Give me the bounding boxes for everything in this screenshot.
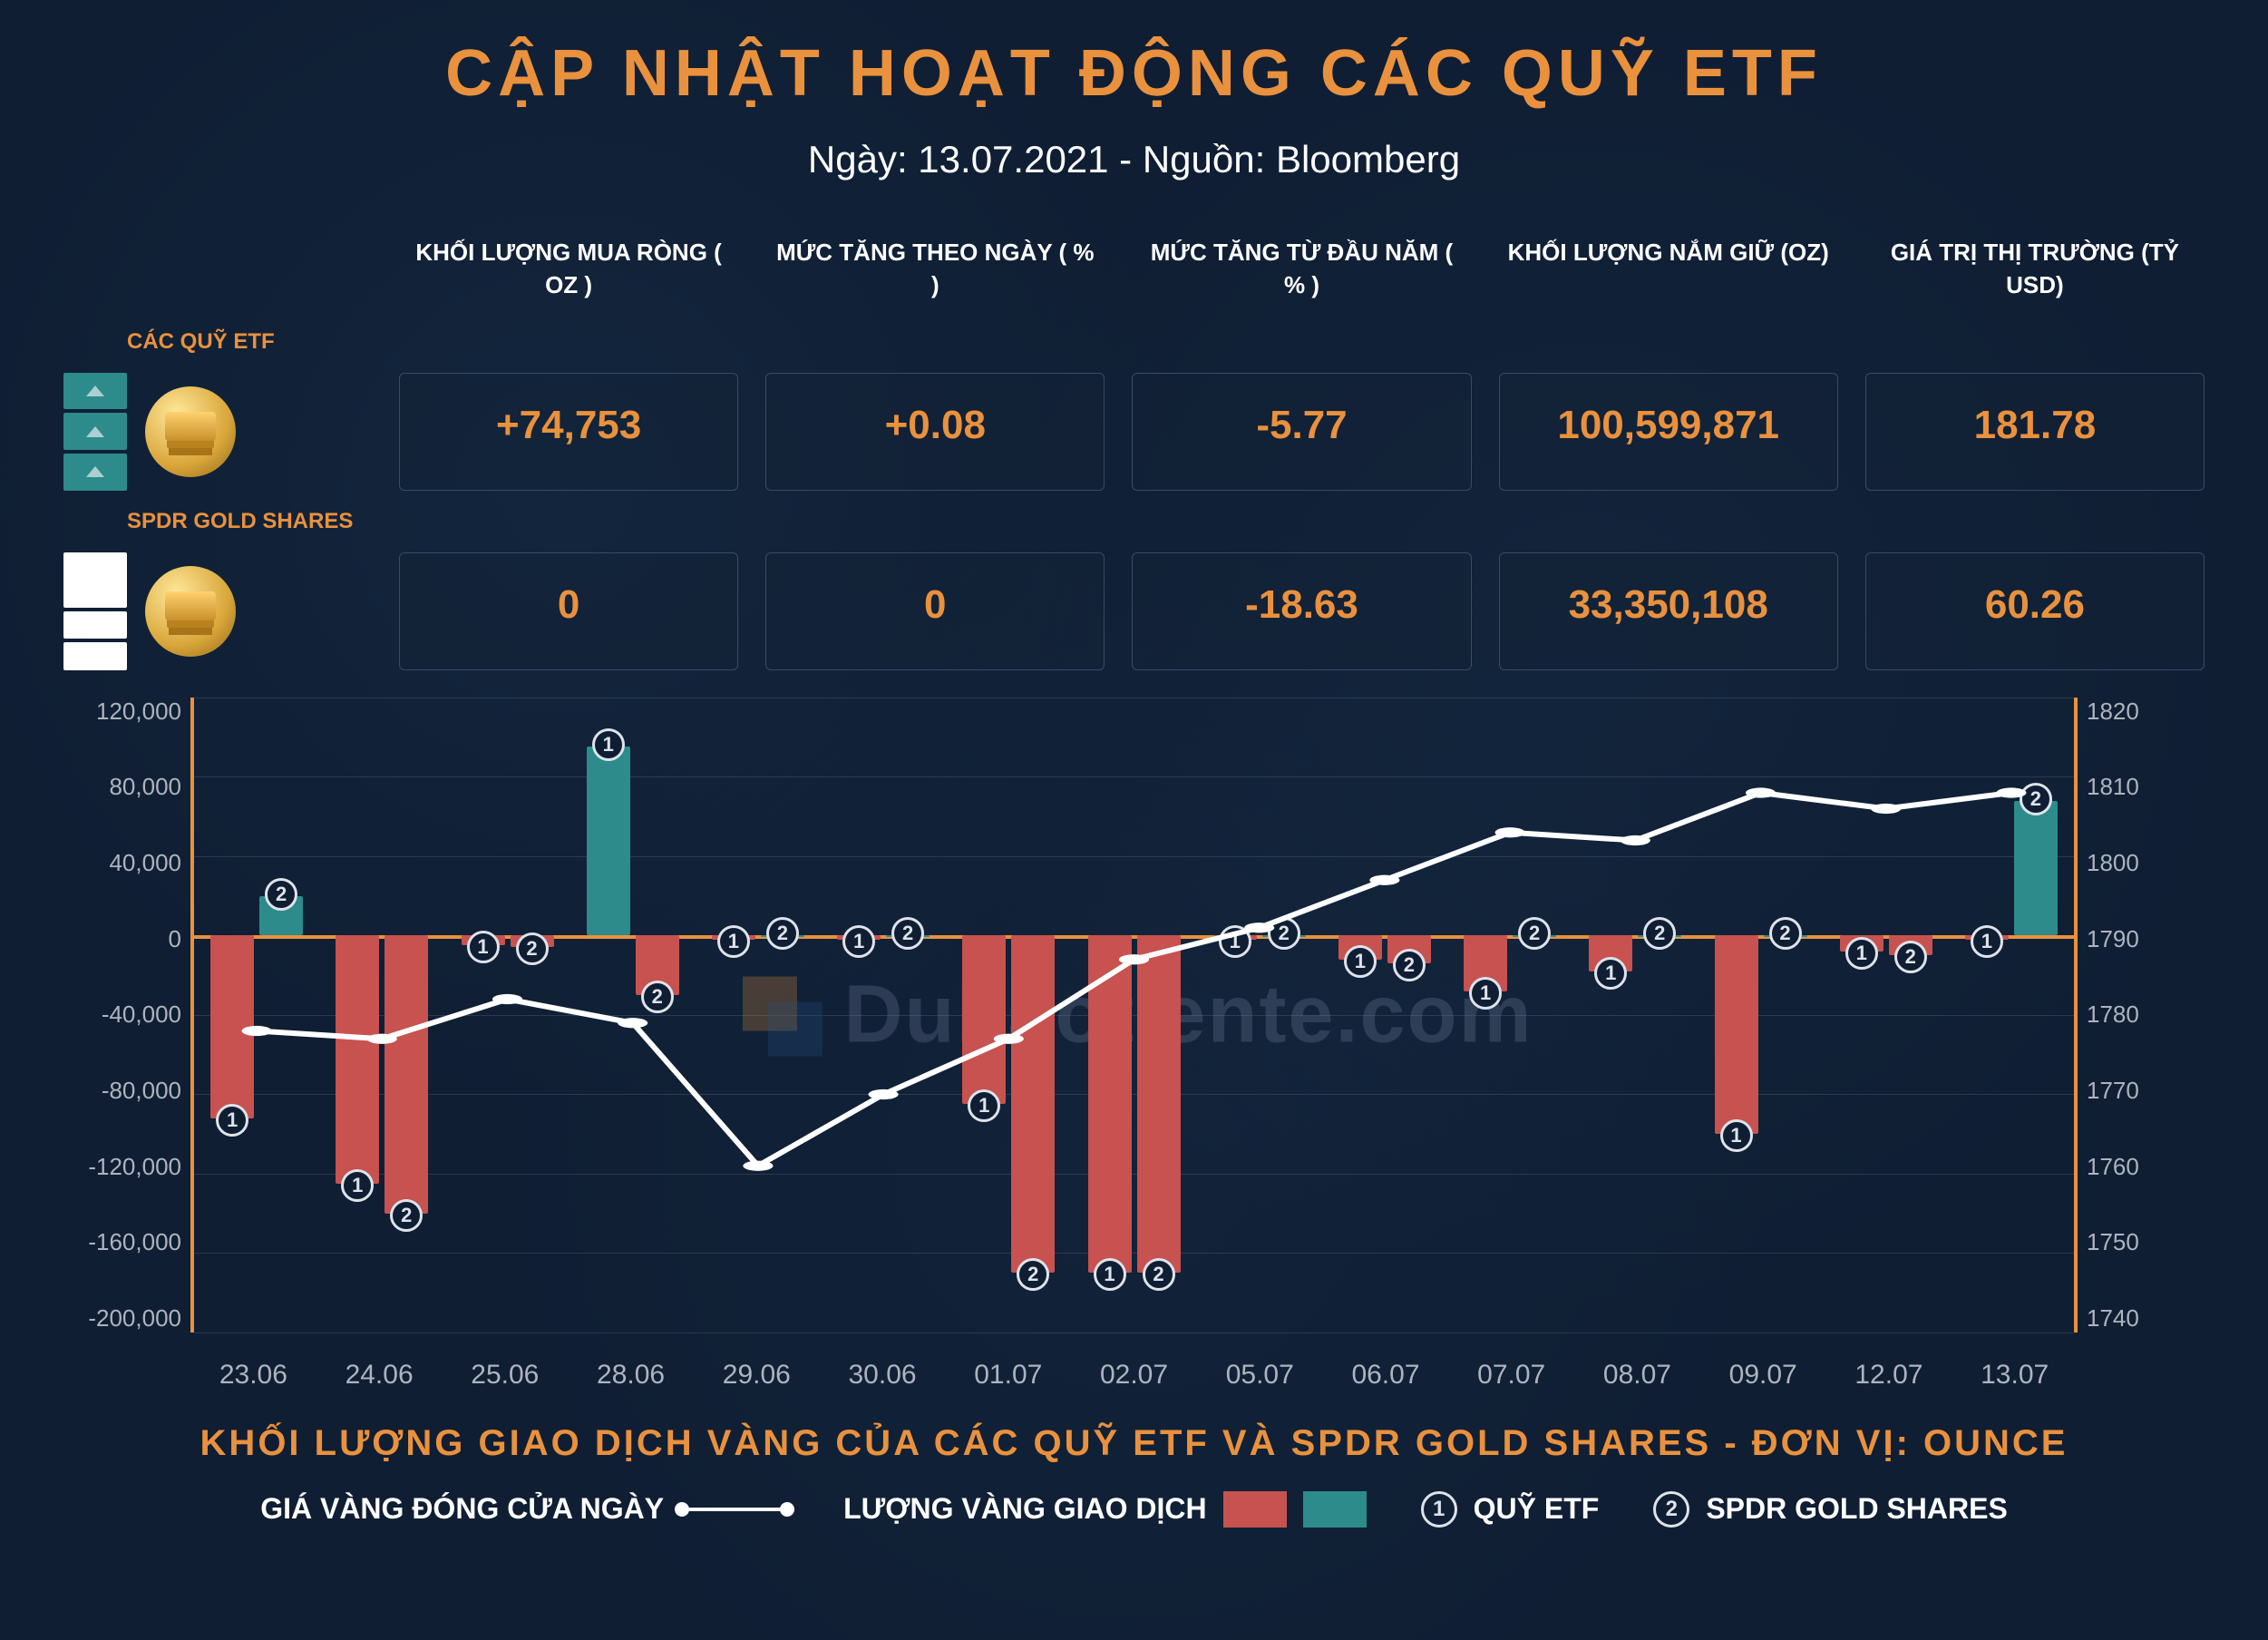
legend-badge-1: 1 (1421, 1491, 1457, 1528)
gold-icon (145, 386, 236, 477)
subtitle: Ngày: 13.07.2021 - Nguồn: Bloomberg (45, 138, 2223, 181)
indicator-white (63, 552, 127, 670)
legend-price-label: GIÁ VÀNG ĐÓNG CỬA NGÀY (260, 1492, 664, 1526)
stat-value: +0.08 (765, 373, 1105, 491)
stats-table: KHỐI LƯỢNG MUA RÒNG ( OZ ) MỨC TĂNG THEO… (45, 227, 2223, 670)
x-axis: 23.0624.0625.0628.0629.0630.0601.0702.07… (190, 1342, 2078, 1405)
legend-swatch-pos (1303, 1491, 1367, 1528)
stat-value: 100,599,871 (1499, 373, 1838, 491)
col-header: KHỐI LƯỢNG MUA RÒNG ( OZ ) (399, 227, 738, 311)
stat-value: -5.77 (1132, 373, 1471, 491)
y-axis-left: 120,00080,00040,0000-40,000-80,000-120,0… (63, 698, 181, 1332)
stat-value: 33,350,108 (1499, 552, 1838, 670)
indicator-teal (63, 373, 127, 491)
chart: 120,00080,00040,0000-40,000-80,000-120,0… (63, 698, 2205, 1405)
legend-swatch-neg (1223, 1491, 1287, 1528)
stat-value: 0 (765, 552, 1105, 670)
legend-etf-label: QUỸ ETF (1474, 1492, 1600, 1526)
legend-spdr-label: SPDR GOLD SHARES (1706, 1492, 2007, 1526)
legend: GIÁ VÀNG ĐÓNG CỬA NGÀY LƯỢNG VÀNG GIAO D… (45, 1491, 2223, 1528)
legend-badge-2: 2 (1653, 1491, 1689, 1528)
row-label-etf: CÁC QUỸ ETF (63, 329, 2205, 355)
stat-value: 0 (399, 552, 738, 670)
chart-title: KHỐI LƯỢNG GIAO DỊCH VÀNG CỦA CÁC QUỸ ET… (45, 1423, 2223, 1464)
y-axis-right: 182018101800179017801770176017501740 (2087, 698, 2205, 1332)
stat-value: +74,753 (399, 373, 738, 491)
main-title: CẬP NHẬT HOẠT ĐỘNG CÁC QUỸ ETF (45, 36, 2223, 111)
col-header: GIÁ TRỊ THỊ TRƯỜNG (TỶ USD) (1865, 227, 2205, 311)
legend-line-icon (680, 1508, 789, 1511)
col-header: MỨC TĂNG THEO NGÀY ( % ) (765, 227, 1105, 311)
col-header: KHỐI LƯỢNG NẮM GIỮ (OZ) (1499, 227, 1838, 311)
col-header: MỨC TĂNG TỪ ĐẦU NĂM ( % ) (1132, 227, 1471, 311)
stat-value: 181.78 (1865, 373, 2205, 491)
gold-icon (145, 566, 236, 657)
plot-area: Dubaotiente.com 121212121212121212121212… (190, 698, 2078, 1332)
stat-value: 60.26 (1865, 552, 2205, 670)
row-label-spdr: SPDR GOLD SHARES (63, 509, 2205, 534)
stat-value: -18.63 (1132, 552, 1471, 670)
legend-volume-label: LƯỢNG VÀNG GIAO DỊCH (843, 1492, 1207, 1526)
